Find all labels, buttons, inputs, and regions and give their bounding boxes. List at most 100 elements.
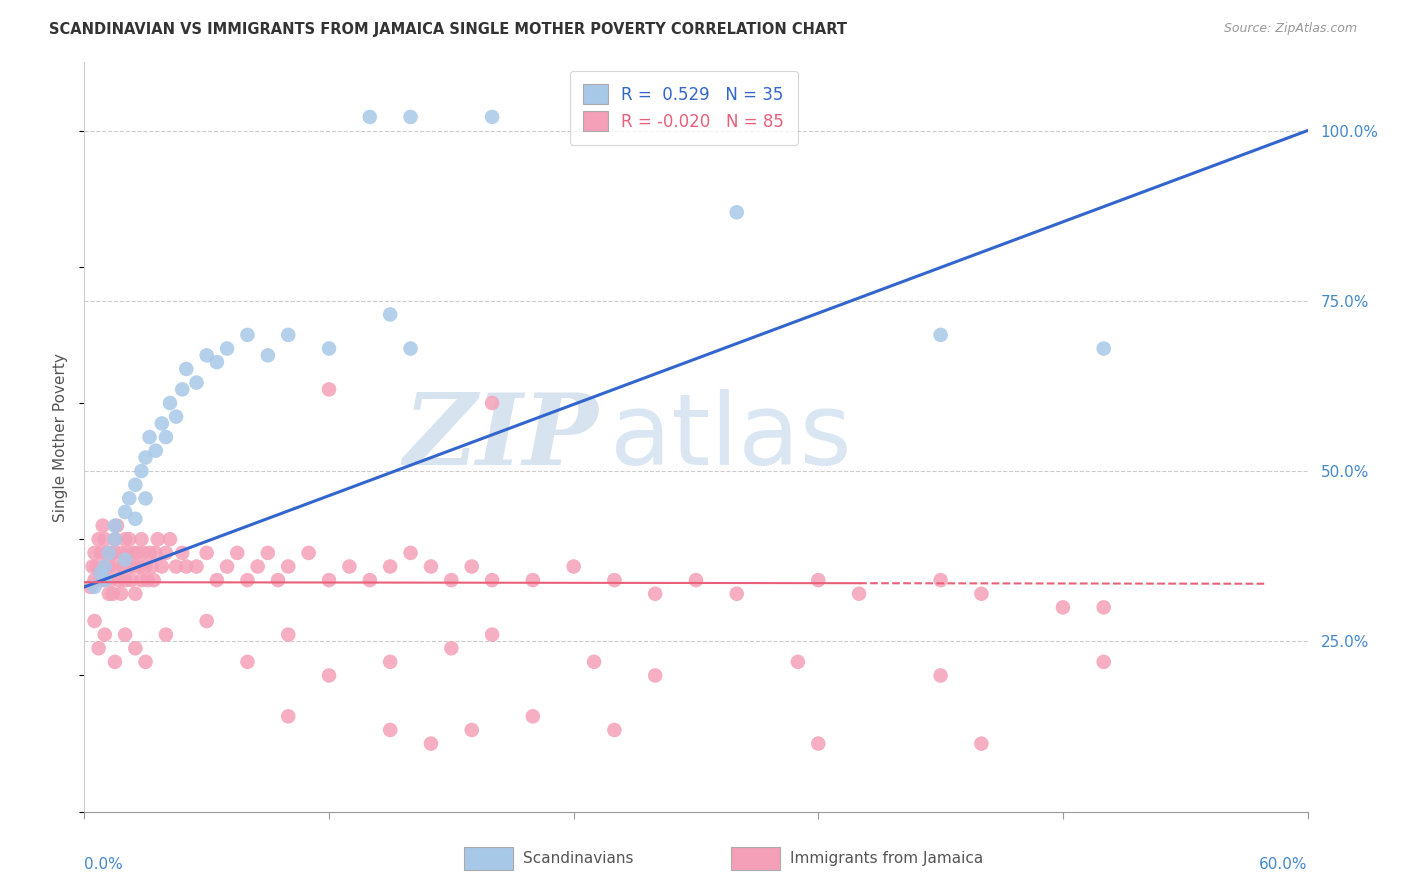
Point [277, 709, 299, 723]
Point [83, 573, 105, 587]
Point [205, 355, 228, 369]
Point [83, 580, 105, 594]
Point [104, 533, 127, 547]
Point [380, 723, 402, 737]
Point [174, 559, 197, 574]
Point [603, 723, 626, 737]
Point [298, 546, 321, 560]
Point [122, 546, 145, 560]
Point [644, 668, 666, 682]
Point [135, 655, 157, 669]
Point [226, 546, 249, 560]
Point [807, 573, 830, 587]
Point [104, 533, 127, 547]
Point [481, 110, 503, 124]
Point [124, 641, 146, 656]
Point [186, 559, 208, 574]
Point [195, 614, 218, 628]
Point [110, 546, 132, 560]
Point [257, 546, 280, 560]
Point [138, 546, 160, 560]
Text: Immigrants from Jamaica: Immigrants from Jamaica [790, 852, 983, 866]
Point [159, 396, 181, 410]
Point [131, 533, 153, 547]
Point [195, 348, 218, 362]
Point [399, 546, 422, 560]
Point [118, 533, 141, 547]
Point [93, 533, 115, 547]
Point [725, 587, 748, 601]
Point [165, 409, 187, 424]
Point [83, 614, 105, 628]
Text: 0.0%: 0.0% [84, 856, 124, 871]
Point [236, 573, 259, 587]
Point [725, 205, 748, 219]
Point [104, 559, 127, 574]
Point [481, 627, 503, 641]
Point [318, 383, 340, 397]
Point [135, 559, 157, 574]
Point [159, 533, 181, 547]
Point [145, 546, 167, 560]
Point [79, 580, 101, 594]
Point [97, 546, 120, 560]
Point [86, 559, 108, 574]
Point [970, 587, 993, 601]
Point [100, 573, 122, 587]
Text: atlas: atlas [610, 389, 852, 485]
Point [118, 559, 141, 574]
Point [481, 573, 503, 587]
Point [461, 559, 484, 574]
Point [603, 573, 626, 587]
Point [135, 491, 157, 506]
Point [141, 559, 163, 574]
Point [644, 587, 666, 601]
Point [380, 308, 402, 322]
Point [124, 477, 146, 491]
Point [135, 450, 157, 465]
Point [562, 559, 585, 574]
Point [90, 546, 112, 560]
Point [236, 327, 259, 342]
Point [105, 518, 128, 533]
Text: Source: ZipAtlas.com: Source: ZipAtlas.com [1223, 22, 1357, 36]
Point [124, 512, 146, 526]
Point [277, 627, 299, 641]
Point [257, 348, 280, 362]
Point [174, 362, 197, 376]
Point [929, 573, 952, 587]
Point [1092, 600, 1115, 615]
Point [277, 327, 299, 342]
Point [93, 559, 115, 574]
Point [97, 587, 120, 601]
Point [90, 573, 112, 587]
Point [87, 641, 110, 656]
Point [246, 559, 269, 574]
Point [127, 546, 149, 560]
Point [848, 587, 870, 601]
Text: Scandinavians: Scandinavians [523, 852, 634, 866]
Point [150, 417, 173, 431]
Point [1092, 655, 1115, 669]
Point [380, 655, 402, 669]
Point [120, 573, 142, 587]
Point [100, 546, 122, 560]
Point [91, 518, 114, 533]
Point [420, 559, 443, 574]
Point [90, 566, 112, 581]
Point [1092, 342, 1115, 356]
Point [380, 559, 402, 574]
Y-axis label: Single Mother Poverty: Single Mother Poverty [53, 352, 69, 522]
Point [195, 546, 218, 560]
Point [236, 655, 259, 669]
Point [155, 546, 177, 560]
Point [83, 546, 105, 560]
Point [101, 587, 124, 601]
Point [104, 655, 127, 669]
Point [114, 533, 136, 547]
Point [461, 723, 484, 737]
Point [787, 655, 810, 669]
Point [114, 627, 136, 641]
Point [481, 396, 503, 410]
Point [807, 737, 830, 751]
